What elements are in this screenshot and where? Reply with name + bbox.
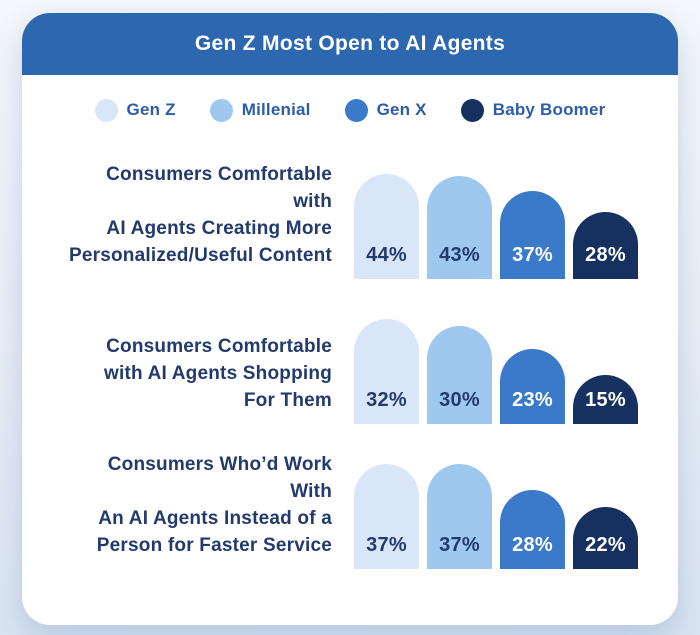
- chart-title: Gen Z Most Open to AI Agents: [194, 32, 506, 55]
- bar-value-label: 23%: [512, 389, 553, 411]
- legend-item-millenial: Millenial: [209, 98, 311, 122]
- bar-gen-z: 37%: [354, 464, 419, 569]
- legend-item-baby-boomer: Baby Boomer: [460, 98, 606, 122]
- legend-item-gen-z: Gen Z: [94, 98, 176, 122]
- bar-group-row: Consumers Comfortable with AI Agents Crea…: [62, 134, 638, 279]
- group-label: Consumers Who’d Work With An AI Agents In…: [62, 451, 354, 569]
- group-label-line: An AI Agents Instead of a: [98, 508, 332, 529]
- group-label: Consumers Comfortable with AI Agents Crea…: [62, 161, 354, 279]
- bar-value-label: 37%: [366, 534, 407, 556]
- legend-item-gen-x: Gen X: [344, 98, 427, 122]
- bar-cluster: 44% 43% 37% 28%: [354, 174, 638, 279]
- bar-millenial: 37%: [427, 464, 492, 569]
- bar-value-label: 22%: [585, 534, 626, 556]
- bar-value-label: 28%: [585, 244, 626, 266]
- group-label-line: Consumers Who’d Work With: [107, 454, 332, 502]
- group-label-line: with AI Agents Shopping: [104, 363, 332, 384]
- chart-legend: Gen Z Millenial Gen X Baby Boomer: [22, 97, 678, 123]
- bar-gen-z: 44%: [354, 174, 419, 279]
- group-label: Consumers Comfortable with AI Agents Shop…: [62, 333, 354, 424]
- bar-millenial: 43%: [427, 176, 492, 279]
- legend-label: Gen Z: [126, 100, 176, 119]
- bar-value-label: 15%: [585, 389, 626, 411]
- group-label-line: AI Agents Creating More: [106, 218, 332, 239]
- bar-gen-z: 32%: [354, 319, 419, 424]
- bar-baby-boomer: 22%: [573, 507, 638, 569]
- legend-label: Baby Boomer: [492, 100, 606, 119]
- legend-dot-icon: [460, 98, 484, 122]
- bar-value-label: 37%: [512, 244, 553, 266]
- bar-group-row: Consumers Comfortable with AI Agents Shop…: [62, 279, 638, 424]
- bar-value-label: 44%: [366, 244, 407, 266]
- bar-baby-boomer: 15%: [573, 375, 638, 424]
- group-label-line: For Them: [243, 390, 332, 411]
- chart-card: Gen Z Most Open to AI Agents Gen Z Millen…: [22, 13, 678, 625]
- bar-value-label: 43%: [439, 244, 480, 266]
- bar-groups: Consumers Comfortable with AI Agents Crea…: [22, 123, 678, 569]
- group-label-line: Consumers Comfortable with: [106, 164, 332, 212]
- group-label-line: Personalized/Useful Content: [69, 245, 332, 266]
- bar-gen-x: 37%: [500, 191, 565, 279]
- bar-cluster: 32% 30% 23% 15%: [354, 319, 638, 424]
- bar-value-label: 30%: [439, 389, 480, 411]
- bar-group-row: Consumers Who’d Work With An AI Agents In…: [62, 424, 638, 569]
- bar-gen-x: 28%: [500, 490, 565, 569]
- group-label-line: Consumers Comfortable: [106, 336, 332, 357]
- legend-label: Millenial: [241, 100, 311, 119]
- legend-dot-icon: [344, 98, 368, 122]
- group-label-line: Person for Faster Service: [96, 535, 332, 556]
- bar-baby-boomer: 28%: [573, 212, 638, 279]
- legend-label: Gen X: [376, 100, 427, 119]
- legend-dot-icon: [209, 98, 233, 122]
- bar-millenial: 30%: [427, 326, 492, 424]
- chart-header-band: Gen Z Most Open to AI Agents: [22, 13, 678, 75]
- bar-value-label: 37%: [439, 534, 480, 556]
- bar-cluster: 37% 37% 28% 22%: [354, 464, 638, 569]
- bar-value-label: 28%: [512, 534, 553, 556]
- legend-dot-icon: [94, 98, 118, 122]
- bar-gen-x: 23%: [500, 349, 565, 424]
- bar-value-label: 32%: [366, 389, 407, 411]
